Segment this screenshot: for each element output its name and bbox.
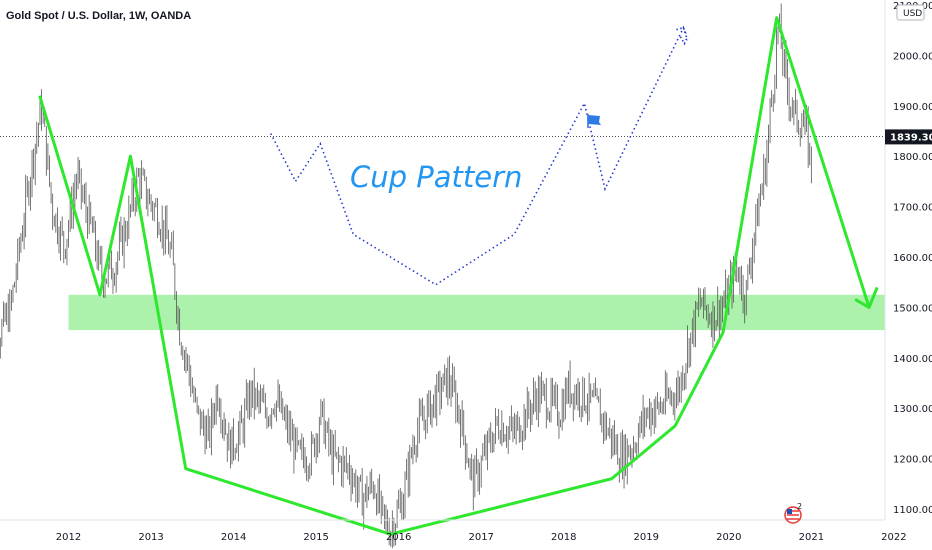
- time-tick-label: 2018: [551, 532, 576, 543]
- price-tick-label: 1900.000: [893, 102, 932, 113]
- currency-label: USD: [903, 9, 922, 19]
- down-arrow-head: [854, 286, 879, 309]
- chart-title: Gold Spot / U.S. Dollar, 1W, OANDA: [6, 10, 191, 22]
- time-tick-label: 2022: [881, 532, 906, 543]
- time-tick-label: 2016: [386, 532, 411, 543]
- currency-selector[interactable]: USD: [896, 4, 925, 21]
- price-tick-label: 1300.000: [893, 404, 932, 415]
- price-tick-label: 1100.000: [893, 505, 932, 516]
- flag-icon[interactable]: [587, 114, 601, 128]
- price-candles: [0, 3, 812, 549]
- time-tick-label: 2020: [716, 532, 741, 543]
- time-tick-label: 2019: [634, 532, 659, 543]
- projection-arrow-icon: [676, 26, 688, 35]
- events-badge-count: 2: [797, 502, 802, 511]
- time-tick-label: 2015: [303, 532, 328, 543]
- price-axis[interactable]: 1100.000 1200.000 1300.000 1400.000 1500.000…: [884, 0, 932, 520]
- time-tick-label: 2021: [799, 532, 824, 543]
- current-price-tag: 1839.303: [885, 129, 932, 145]
- price-tick-label: 1700.000: [893, 203, 932, 214]
- price-tick-label: 1200.000: [893, 455, 932, 466]
- time-tick-label: 2013: [138, 532, 163, 543]
- projection-arrow-icon: [679, 36, 689, 46]
- time-tick-label: 2014: [221, 532, 246, 543]
- time-tick-label: 2012: [56, 532, 81, 543]
- support-zone: [68, 294, 885, 331]
- events-badge[interactable]: 2: [784, 502, 802, 524]
- current-price-label: 1839.303: [890, 132, 932, 143]
- price-tick-label: 1800.000: [893, 152, 932, 163]
- cup-projection-path: [270, 25, 689, 286]
- price-tick-label: 1500.000: [893, 303, 932, 314]
- cup-pattern-label: Cup Pattern: [350, 160, 522, 194]
- time-tick-label: 2017: [468, 532, 493, 543]
- price-tick-label: 1600.000: [893, 253, 932, 264]
- price-tick-label: 2000.000: [893, 51, 932, 62]
- price-tick-label: 1400.000: [893, 354, 932, 365]
- time-axis[interactable]: 2012 2013 2014 2015 2016 2017 2018 2019 2020 2021…: [0, 519, 907, 543]
- pattern-zigzag-line: [38, 16, 871, 536]
